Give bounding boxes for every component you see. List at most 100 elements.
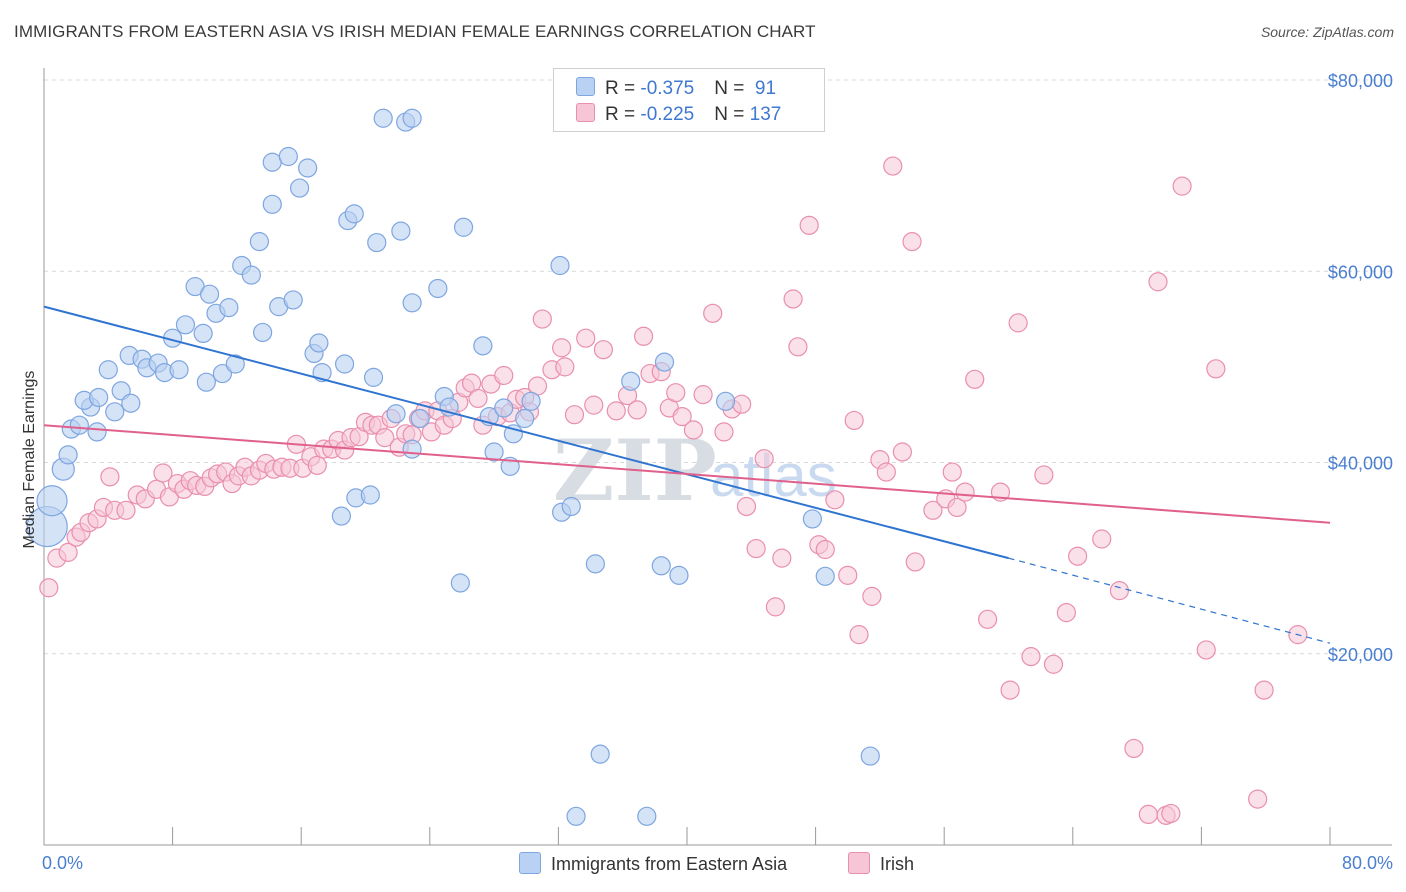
irish-point xyxy=(765,597,786,617)
eastern-asia-point xyxy=(561,496,581,517)
eastern-asia-point xyxy=(373,108,393,128)
irish-point xyxy=(1008,313,1028,333)
legend-r-label-1: R = xyxy=(605,78,641,99)
irish-point xyxy=(736,496,757,517)
irish-point xyxy=(1124,738,1144,759)
tick-labels: $20,000 $40,000 $60,000 $80,000 0.0% 80.0% Med… xyxy=(21,71,1393,873)
bottom-legend-irish: Irish xyxy=(848,852,914,875)
irish-point xyxy=(633,326,654,346)
legend-n-label-1: N = xyxy=(714,78,750,99)
eastern-asia-point xyxy=(289,178,310,198)
axes xyxy=(43,68,1392,846)
y-tick-label-2: $60,000 xyxy=(1328,262,1393,282)
irish-point xyxy=(978,609,998,629)
irish-point xyxy=(1068,546,1088,566)
bottom-legend-eastern-asia: Immigrants from Eastern Asia xyxy=(519,852,787,875)
irish-point xyxy=(862,586,882,606)
legend-swatch-blue xyxy=(576,77,595,96)
eastern-asia-point xyxy=(98,360,118,380)
eastern-asia-point xyxy=(169,360,189,380)
eastern-asia-point xyxy=(450,573,470,593)
x-tick-label-min: 0.0% xyxy=(42,853,83,873)
eastern-asia-point xyxy=(402,108,422,128)
irish-point xyxy=(672,407,692,427)
irish-point xyxy=(876,462,896,482)
eastern-asia-point xyxy=(715,391,736,411)
eastern-asia-point xyxy=(262,152,282,172)
eastern-asia-point xyxy=(550,255,570,276)
irish-point xyxy=(902,232,922,252)
irish-point xyxy=(666,383,686,403)
irish-point xyxy=(883,156,903,176)
eastern-asia-point xyxy=(367,232,387,253)
irish-point xyxy=(955,482,975,502)
eastern-asia-point xyxy=(262,194,282,214)
eastern-asia-point xyxy=(331,506,351,526)
eastern-asia-point xyxy=(225,354,245,374)
irish-point xyxy=(825,490,845,510)
irish-point xyxy=(552,338,572,358)
eastern-asia-point xyxy=(651,556,671,576)
bottom-legend-label-2: Irish xyxy=(880,854,915,874)
eastern-asia-point xyxy=(802,509,822,529)
eastern-asia-point xyxy=(199,284,220,304)
eastern-asia-trend-line xyxy=(43,305,1009,560)
chart-title: IMMIGRANTS FROM EASTERN ASIA VS IRISH ME… xyxy=(14,22,816,41)
irish-point xyxy=(815,539,835,560)
eastern-asia-point xyxy=(360,485,380,505)
legend-row-irish: R = -0.225 N = 137 xyxy=(576,103,781,126)
eastern-asia-point xyxy=(193,323,213,344)
eastern-asia-point xyxy=(386,404,406,424)
irish-point xyxy=(606,401,626,421)
irish-point xyxy=(942,462,962,482)
irish-point xyxy=(788,337,808,357)
irish-point xyxy=(799,215,819,235)
eastern-asia-point xyxy=(494,398,514,418)
irish-point xyxy=(555,357,575,377)
grid-lines xyxy=(44,79,1392,655)
irish-point xyxy=(1172,176,1192,196)
irish-point xyxy=(307,455,327,475)
irish-point xyxy=(584,395,604,415)
irish-point xyxy=(1056,603,1076,623)
legend-r-value-1: -0.375 xyxy=(640,78,695,99)
eastern-asia-point xyxy=(58,445,78,465)
eastern-asia-trend-extension xyxy=(1008,557,1331,644)
bottom-legend-label-1: Immigrants from Eastern Asia xyxy=(551,854,788,874)
irish-point xyxy=(564,405,585,425)
irish-point xyxy=(844,410,864,431)
y-tick-label-0: $20,000 xyxy=(1328,645,1393,665)
irish-point xyxy=(39,578,59,598)
eastern-asia-point xyxy=(121,393,141,413)
eastern-asia-point xyxy=(585,554,605,574)
eastern-asia-point xyxy=(654,352,675,372)
irish-point xyxy=(772,548,792,568)
irish-point xyxy=(1021,647,1041,667)
irish-point xyxy=(100,467,120,487)
eastern-asia-point xyxy=(637,806,657,826)
irish-point xyxy=(683,420,704,440)
eastern-asia-point xyxy=(89,387,109,408)
eastern-asia-point xyxy=(621,371,641,391)
irish-point xyxy=(1148,272,1168,292)
irish-point xyxy=(849,625,869,645)
eastern-asia-point xyxy=(410,408,430,429)
irish-point xyxy=(732,394,752,414)
legend-r-label-2: R = xyxy=(605,104,641,125)
eastern-asia-point xyxy=(87,422,107,442)
irish-point xyxy=(1254,680,1274,700)
irish-point xyxy=(576,328,596,348)
irish-point xyxy=(1043,654,1064,674)
irish-point xyxy=(703,303,723,323)
y-tick-label-1: $40,000 xyxy=(1328,454,1393,474)
irish-point xyxy=(905,552,925,572)
eastern-asia-point xyxy=(283,290,303,310)
irish-trend-line xyxy=(43,424,1331,524)
series-eastern-asia-points xyxy=(26,108,880,826)
irish-point xyxy=(1034,465,1054,485)
irish-point xyxy=(923,500,943,520)
irish-point xyxy=(1206,359,1226,379)
eastern-asia-point xyxy=(298,158,318,178)
irish-point xyxy=(783,289,803,309)
